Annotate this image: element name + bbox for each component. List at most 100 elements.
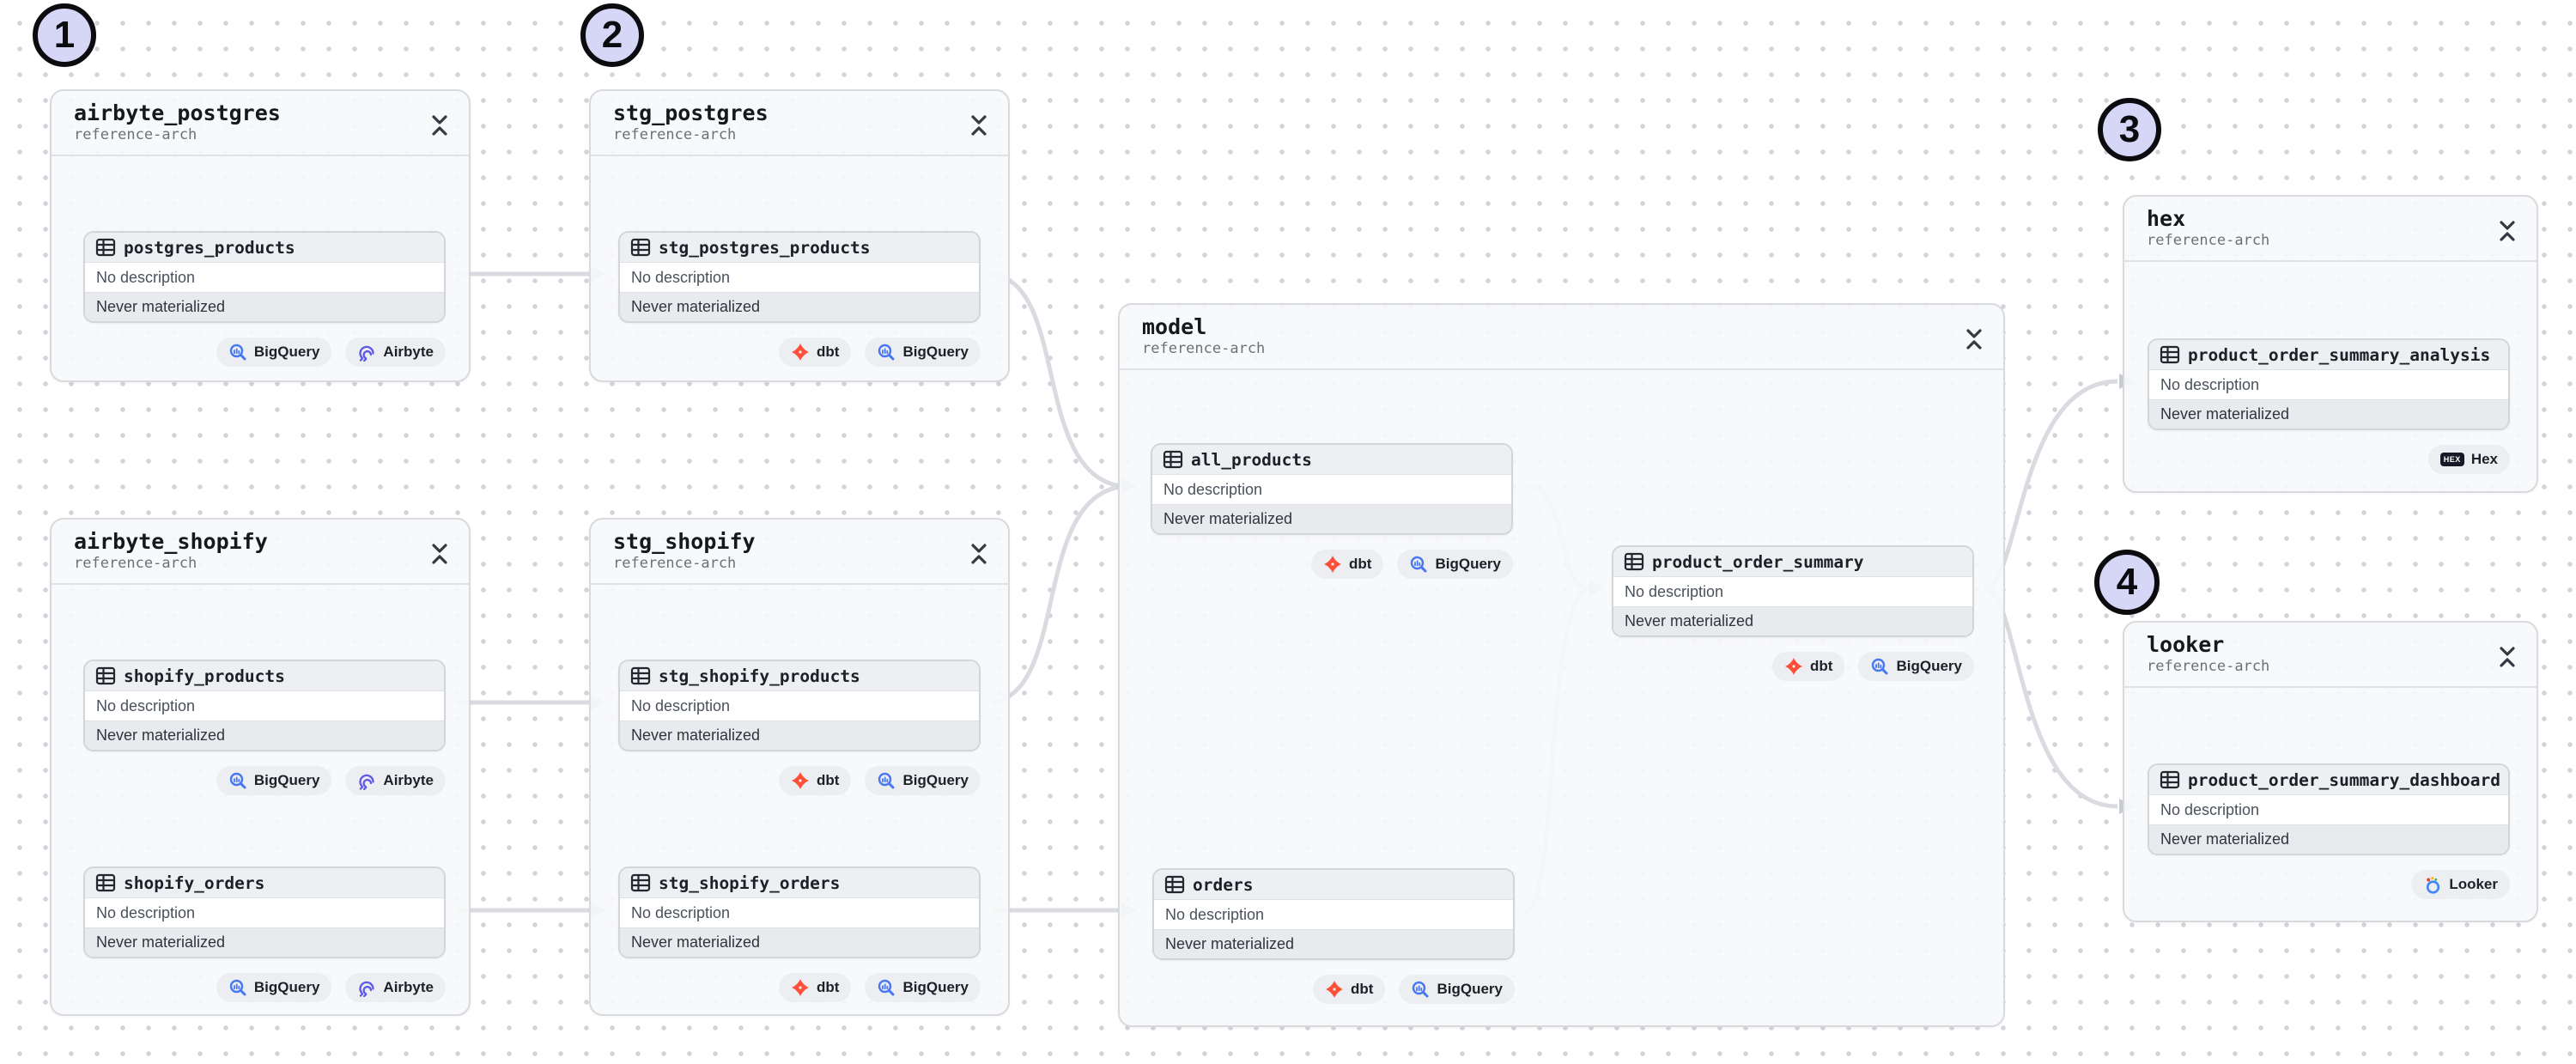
badge-airbyte: Airbyte	[345, 337, 446, 367]
bigquery-icon	[229, 979, 246, 996]
group-title: model	[1142, 314, 1207, 339]
group-header: model reference-arch	[1120, 305, 2003, 370]
badge-label: Hex	[2470, 451, 2498, 467]
badge-row: BigQuery Airbyte	[83, 973, 446, 1002]
badge-label: Airbyte	[383, 979, 434, 995]
collapse-group-button[interactable]	[428, 540, 452, 568]
bigquery-icon	[1411, 556, 1427, 573]
asset-description: No description	[2149, 370, 2508, 399]
asset-status: Never materialized	[1154, 929, 1513, 958]
badge-dbt: dbt	[1313, 975, 1386, 1004]
asset-status: Never materialized	[85, 292, 444, 321]
badge-label: dbt	[1351, 981, 1374, 997]
asset-status: Never materialized	[2149, 824, 2508, 854]
annotation-circle-4: 4	[2094, 550, 2160, 615]
badge-label: Airbyte	[383, 772, 434, 788]
table-icon	[630, 873, 651, 892]
asset-name: shopify_orders	[124, 872, 265, 893]
badge-dbt: dbt	[1772, 652, 1845, 681]
asset-name: product_order_summary_dashboard	[2188, 769, 2500, 790]
collapse-group-button[interactable]	[2495, 217, 2519, 245]
group-subtitle: reference-arch	[74, 126, 197, 143]
bigquery-icon	[878, 344, 895, 361]
bigquery-icon	[878, 772, 895, 789]
group-header: looker reference-arch	[2124, 623, 2537, 688]
badge-row: HEX Hex	[2148, 445, 2510, 474]
annotation-number: 1	[53, 14, 76, 56]
airbyte-icon	[359, 345, 375, 362]
asset-card[interactable]: stg_shopify_products No description Neve…	[618, 660, 981, 751]
table-icon	[630, 666, 651, 685]
bigquery-icon	[229, 344, 246, 361]
asset-card[interactable]: product_order_summary_analysis No descri…	[2148, 338, 2510, 430]
asset-status: Never materialized	[620, 927, 979, 957]
asset-node-orders: orders No description Never materialized…	[1152, 868, 1515, 1004]
asset-name-row: stg_shopify_products	[620, 661, 979, 691]
badge-label: dbt	[1349, 556, 1372, 572]
asset-name: orders	[1193, 874, 1254, 895]
asset-name: product_order_summary	[1652, 551, 1864, 572]
badge-label: BigQuery	[902, 772, 969, 788]
asset-name-row: product_order_summary_analysis	[2149, 340, 2508, 370]
badge-dbt: dbt	[779, 337, 852, 367]
asset-card[interactable]: shopify_orders No description Never mate…	[83, 866, 446, 958]
badge-label: BigQuery	[1896, 658, 1962, 674]
asset-description: No description	[1154, 900, 1513, 929]
badge-row: dbt BigQuery	[1151, 550, 1513, 579]
badge-row: dbt BigQuery	[1612, 652, 1974, 681]
collapse-vertical-icon	[2500, 221, 2515, 241]
asset-name: all_products	[1191, 449, 1312, 470]
asset-card[interactable]: shopify_products No description Never ma…	[83, 660, 446, 751]
group-airbyte-postgres: airbyte_postgres reference-arch postgres…	[50, 89, 471, 382]
asset-description: No description	[620, 263, 979, 292]
collapse-group-button[interactable]	[1962, 325, 1986, 353]
collapse-group-button[interactable]	[2495, 643, 2519, 671]
asset-description: No description	[1152, 475, 1511, 504]
asset-name: stg_shopify_products	[659, 666, 860, 686]
badge-bigquery: BigQuery	[1397, 550, 1513, 579]
group-subtitle: reference-arch	[613, 555, 737, 572]
collapse-group-button[interactable]	[428, 112, 452, 139]
group-subtitle: reference-arch	[74, 555, 197, 572]
collapse-vertical-icon	[2500, 647, 2515, 667]
airbyte-icon	[359, 981, 375, 997]
asset-description: No description	[620, 898, 979, 927]
group-title: airbyte_postgres	[74, 100, 281, 125]
asset-card[interactable]: orders No description Never materialized	[1152, 868, 1515, 960]
badge-label: dbt	[817, 772, 840, 788]
asset-name: postgres_products	[124, 237, 295, 258]
asset-status: Never materialized	[1152, 504, 1511, 533]
asset-card[interactable]: stg_shopify_orders No description Never …	[618, 866, 981, 958]
asset-card[interactable]: product_order_summary_dashboard No descr…	[2148, 763, 2510, 855]
badge-row: Looker	[2148, 870, 2510, 899]
asset-card[interactable]: stg_postgres_products No description Nev…	[618, 231, 981, 323]
badge-label: Looker	[2449, 876, 2498, 892]
collapse-vertical-icon	[432, 544, 447, 564]
asset-name: stg_shopify_orders	[659, 872, 841, 893]
annotation-circle-3: 3	[2098, 98, 2161, 161]
asset-description: No description	[85, 691, 444, 720]
dbt-icon	[792, 344, 810, 361]
badge-label: BigQuery	[902, 344, 969, 360]
bigquery-icon	[878, 979, 895, 996]
group-title: stg_shopify	[613, 529, 756, 554]
group-model: model reference-arch all_products No des…	[1118, 303, 2005, 1027]
looker-icon	[2427, 877, 2440, 894]
asset-card[interactable]: product_order_summary No description Nev…	[1612, 545, 1974, 637]
bigquery-icon	[1413, 981, 1429, 998]
badge-row: dbt BigQuery	[618, 766, 981, 795]
group-airbyte-shopify: airbyte_shopify reference-arch shopify_p…	[50, 518, 471, 1016]
asset-name-row: postgres_products	[85, 233, 444, 263]
group-subtitle: reference-arch	[2147, 658, 2270, 675]
asset-card[interactable]: all_products No description Never materi…	[1151, 443, 1513, 535]
badge-label: BigQuery	[1435, 556, 1501, 572]
edge-stg-shopify-products-to-all-products	[991, 484, 1121, 705]
badge-bigquery: BigQuery	[216, 766, 332, 795]
dbt-icon	[1785, 658, 1803, 675]
asset-card[interactable]: postgres_products No description Never m…	[83, 231, 446, 323]
collapse-group-button[interactable]	[967, 112, 991, 139]
collapse-group-button[interactable]	[967, 540, 991, 568]
table-icon	[2160, 345, 2180, 364]
asset-node-stg-postgres-products: stg_postgres_products No description Nev…	[618, 231, 981, 367]
